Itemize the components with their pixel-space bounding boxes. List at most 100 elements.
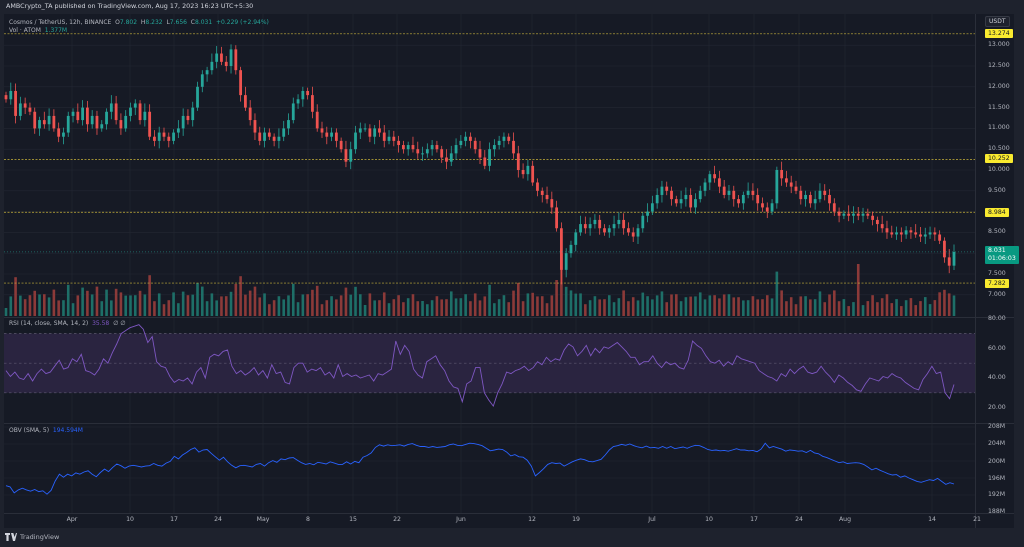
rsi-value: 35.58 xyxy=(92,320,110,327)
candle-body xyxy=(670,190,673,200)
volume-bar xyxy=(852,302,855,316)
price-tick: 8.500 xyxy=(988,228,1006,235)
level-tag-13274[interactable]: 13.274 xyxy=(985,29,1013,38)
tradingview-logo[interactable]: TradingView xyxy=(5,533,59,541)
volume-bar xyxy=(871,295,874,316)
volume-bar xyxy=(579,293,582,316)
volume-bar xyxy=(392,299,396,316)
candle-body xyxy=(296,99,300,104)
volume-bar xyxy=(449,291,453,316)
pane-divider xyxy=(4,513,1014,514)
candle-body xyxy=(368,128,372,137)
candle-body xyxy=(148,111,152,137)
volume-bar xyxy=(373,300,376,316)
candle-body xyxy=(574,232,578,245)
volume-bar xyxy=(95,286,99,316)
obv-label[interactable]: OBV (SMA, 5) xyxy=(9,427,50,434)
volume-bar xyxy=(607,295,611,316)
brand-name: TradingView xyxy=(20,533,60,541)
volume-bar xyxy=(919,301,922,316)
obv-tick: 196M xyxy=(988,475,1006,482)
volume-bar xyxy=(675,294,678,316)
candle-body xyxy=(42,120,46,125)
candle-body xyxy=(57,128,61,137)
level-tag-7282[interactable]: 7.282 xyxy=(985,279,1009,288)
candle-body xyxy=(315,111,319,129)
candle-body xyxy=(454,145,458,154)
candle-body xyxy=(933,232,937,235)
volume-bar xyxy=(234,284,238,316)
volume-bar xyxy=(268,304,271,316)
volume-bar xyxy=(335,299,338,316)
candle-body xyxy=(306,90,310,96)
candle-body xyxy=(153,136,156,141)
volume-bar xyxy=(880,298,884,316)
candle-body xyxy=(679,199,683,204)
candle-body xyxy=(789,182,793,187)
volume-bar xyxy=(794,304,798,316)
rsi-tick: 40.00 xyxy=(988,374,1006,381)
volume-bar xyxy=(459,298,463,316)
candle-body xyxy=(181,115,185,129)
candle-body xyxy=(349,149,353,162)
candle-body xyxy=(258,132,262,141)
candle-body xyxy=(62,132,65,137)
volume-bar xyxy=(823,302,827,316)
volume-bar xyxy=(229,291,233,316)
volume-bar xyxy=(785,301,788,316)
volume-bar xyxy=(378,300,381,316)
candle-body xyxy=(665,186,669,191)
candle-body xyxy=(952,251,956,266)
rsi-label[interactable]: RSI (14, close, SMA, 14, 2) xyxy=(9,320,89,327)
price-tick: 10.000 xyxy=(988,166,1010,173)
candle-body xyxy=(770,203,774,212)
candle-body xyxy=(263,132,266,141)
candle-body xyxy=(703,182,707,191)
candle-body xyxy=(765,207,769,212)
volume-bar xyxy=(315,285,319,316)
candle-body xyxy=(287,120,290,129)
candle-body xyxy=(406,145,410,150)
candle-body xyxy=(138,103,142,121)
tradingview-logo-icon xyxy=(5,533,17,541)
candle-body xyxy=(354,132,357,150)
symbol-title[interactable]: Cosmos / TetherUS, 12h, BINANCE xyxy=(9,19,112,26)
volume-bar xyxy=(521,301,525,316)
candle-body xyxy=(205,70,209,75)
volume-bar xyxy=(943,289,946,316)
candle-body xyxy=(200,74,204,87)
volume-bar xyxy=(885,294,889,316)
volume-bar xyxy=(421,301,424,316)
candle-body xyxy=(727,190,731,195)
volume-bar xyxy=(947,293,951,316)
level-tag-10252[interactable]: 10.252 xyxy=(985,154,1013,163)
level-tag-8984[interactable]: 8.984 xyxy=(985,208,1009,217)
volume-bar xyxy=(622,290,625,316)
candle-body xyxy=(674,199,678,204)
volume-bar xyxy=(411,294,415,316)
currency-button[interactable]: USDT xyxy=(985,16,1010,27)
candle-body xyxy=(81,107,85,121)
volume-bar xyxy=(210,293,214,316)
candle-body xyxy=(622,219,626,229)
candle-body xyxy=(593,219,597,225)
candle-body xyxy=(785,178,788,183)
volume-bar xyxy=(536,296,539,316)
candle-body xyxy=(631,232,635,237)
candle-body xyxy=(469,136,472,141)
candle-body xyxy=(397,140,401,146)
candle-body xyxy=(636,228,640,237)
volume-bar xyxy=(296,302,300,316)
volume-bar xyxy=(201,286,204,316)
candle-body xyxy=(579,224,582,233)
chart-area[interactable] xyxy=(4,14,1014,528)
volume-bar xyxy=(617,298,621,316)
volume-bar xyxy=(646,296,649,316)
volume-bar xyxy=(612,302,616,316)
volume-bar xyxy=(574,293,578,316)
volume-label[interactable]: Vol · ATOM xyxy=(9,27,41,34)
volume-bar xyxy=(603,299,606,316)
candle-body xyxy=(28,107,32,112)
